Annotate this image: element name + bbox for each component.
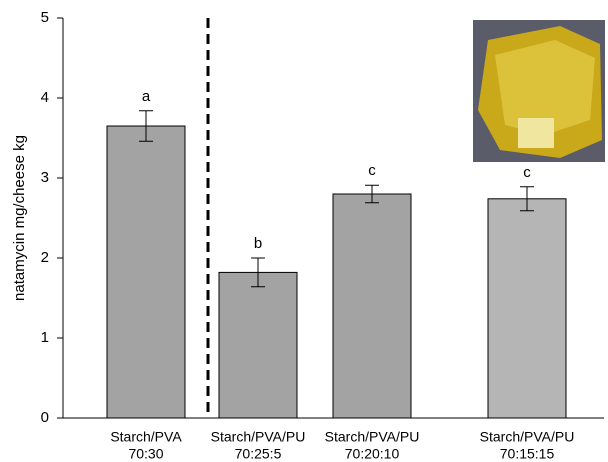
x-tick-label: 70:20:10: [345, 446, 400, 462]
x-tick-label: 70:30: [128, 446, 163, 462]
error-bar: [520, 186, 534, 212]
x-tick-label: Starch/PVA/PU: [211, 429, 306, 445]
bar: [218, 271, 298, 419]
annotation: c: [523, 164, 531, 181]
x-tick-label: 70:15:15: [500, 446, 555, 462]
annotation: c: [368, 162, 376, 179]
y-tick-label: 4: [41, 89, 49, 106]
bar: [106, 125, 186, 419]
error-bar: [251, 257, 265, 288]
x-tick-label: Starch/PVA/PU: [480, 429, 575, 445]
inset-photo: [473, 20, 605, 162]
error-bar: [365, 184, 379, 204]
annotation: a: [142, 88, 151, 105]
y-tick-label: 0: [41, 409, 49, 426]
annotation: b: [254, 235, 262, 252]
error-bar: [139, 110, 153, 142]
bar: [332, 193, 412, 419]
y-tick-label: 2: [41, 249, 49, 266]
y-tick-label: 1: [41, 329, 49, 346]
y-tick-label: 5: [41, 9, 49, 26]
x-tick-label: Starch/PVA: [110, 429, 182, 445]
y-axis-label: natamycin mg/cheese kg: [11, 135, 28, 301]
x-tick-label: Starch/PVA/PU: [325, 429, 420, 445]
y-tick-label: 3: [41, 169, 49, 186]
bar: [487, 198, 567, 419]
x-tick-label: 70:25:5: [235, 446, 282, 462]
